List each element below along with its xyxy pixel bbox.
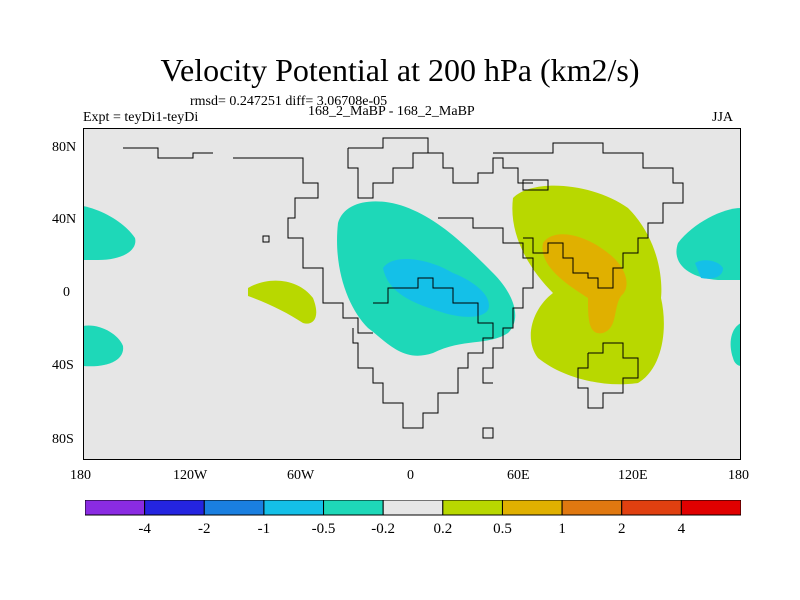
lat-tick-80n: 80N [52,140,77,155]
lat-tick-0: 0 [63,285,70,300]
colorbar-cell [501,500,563,516]
lat-tick-40n: 40N [52,212,77,227]
colorbar-cell [144,500,205,516]
island-pacific-2 [522,179,549,191]
coast-africa [438,217,534,384]
coastlines [123,137,684,439]
colorbar-cell [263,500,325,516]
coast-australia [577,342,639,409]
lon-tick-120w: 120W [173,468,208,483]
lon-tick-180e: 180 [728,468,749,483]
coast-asia [493,142,684,289]
colorbar-cell [203,500,265,516]
island-indian [482,427,494,439]
coast-greenland [347,137,429,199]
colorbar-label: 4 [677,521,686,537]
expt-label: Expt = teyDi1-teyDi [83,110,199,125]
colorbar-cell [621,500,682,516]
colorbar-cell [442,500,503,516]
lon-tick-60w: 60W [287,468,315,483]
colorbar-label: 0.2 [433,521,453,537]
colorbar-label: -2 [198,521,211,537]
colorbar-cell [85,500,146,516]
case-label: 168_2_MaBP - 168_2_MaBP [308,104,475,119]
lat-tick-40s: 40S [52,358,74,373]
map-panel [83,128,741,465]
lat-tick-80s: 80S [52,432,74,447]
chart-title: Velocity Potential at 200 hPa (km2/s) [160,52,640,88]
contour-neg-southwest-pacific [83,325,124,367]
coast-europe [428,152,533,184]
colorbar-label: 1 [558,521,566,537]
coast-south-america [352,277,494,429]
season-label: JJA [712,110,734,125]
colorbar [85,500,741,516]
colorbar-label: 2 [617,521,626,537]
coast-north-america [233,157,373,334]
contour-pos05-asia [542,234,627,334]
lon-tick-0: 0 [407,468,414,483]
contour-neg-east-pacific [676,208,741,280]
map-svg [83,128,741,460]
island-pacific-1 [262,235,270,243]
colorbar-label: -4 [138,521,151,537]
colorbar-label: -1 [257,521,271,537]
colorbar-cell [561,500,623,516]
contour-neg-west-pacific [83,206,136,260]
colorbar-label: -0.5 [311,521,336,537]
contour-neg-southeast-pacific [730,323,741,366]
contour-neg05-east-pacific [695,260,723,279]
lon-tick-180w: 180 [70,468,91,483]
colorbar-cell [680,500,741,516]
lon-tick-60e: 60E [507,468,530,483]
lon-tick-120e: 120E [618,468,648,483]
coast-arctic-islands [123,147,213,159]
contour-pos-east-pacific [248,280,317,324]
colorbar-cell [323,500,384,516]
colorbar-cell [382,500,444,516]
map-frame [83,128,741,460]
colorbar-label: -0.2 [371,521,396,537]
stats-text: rmsd= 0.247251 diff= 3.06708e-05 [190,94,388,109]
colorbar-label: 0.5 [493,521,512,537]
